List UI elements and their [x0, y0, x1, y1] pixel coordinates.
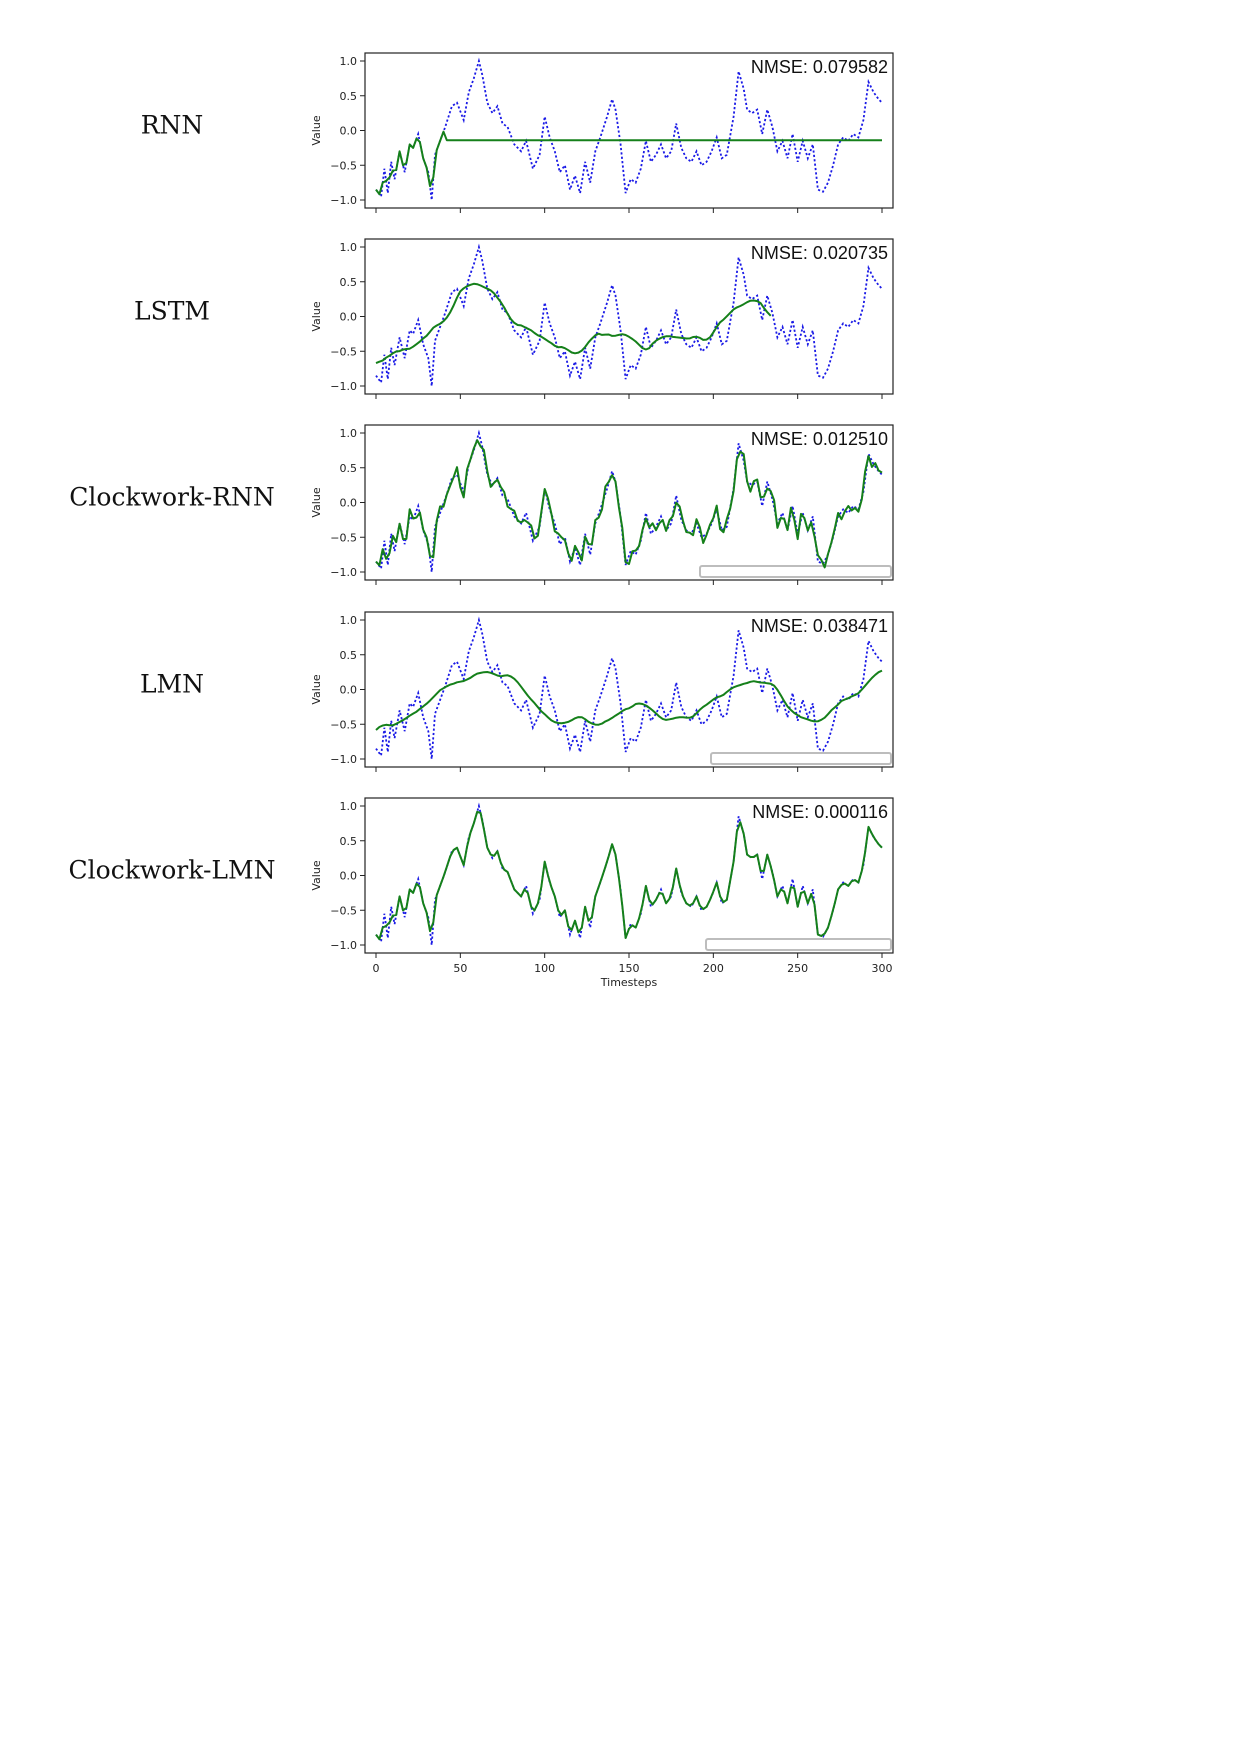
nmse-annotation: NMSE: 0.079582: [751, 57, 888, 77]
y-tick-label: 0.0: [340, 311, 358, 324]
y-tick-label: −0.5: [330, 904, 357, 917]
panel-4: LMN 1.0 0.5 0.0 −0.5 −1.0 Value NMSE: 0.038471: [140, 611, 894, 772]
y-axis-label: Value: [310, 487, 323, 517]
y-tick-label: 1.0: [340, 614, 358, 627]
y-tick-label: −1.0: [330, 566, 357, 579]
y-axis-label: Value: [310, 860, 323, 890]
y-tick-label: 0.0: [340, 125, 358, 138]
x-tick-label: 250: [787, 962, 808, 975]
x-tick-label: 200: [703, 962, 724, 975]
legend-box: [699, 565, 892, 578]
nmse-annotation: NMSE: 0.000116: [752, 802, 888, 822]
plot-frame: [364, 611, 894, 768]
y-tick-label: 1.0: [340, 800, 358, 813]
target-series-line: [375, 57, 883, 201]
y-axis-label: Value: [310, 115, 323, 145]
panel-3: Clockwork-RNN 1.0 0.5 0.0 −0.5 −1.0 Value NMSE:…: [69, 424, 894, 585]
x-tick-label: 0: [373, 962, 380, 975]
x-tick-label: 50: [453, 962, 467, 975]
nmse-annotation: NMSE: 0.012510: [751, 429, 888, 449]
y-tick-label: 0.0: [340, 497, 358, 510]
y-tick-label: −1.0: [330, 194, 357, 207]
y-tick-label: 0.5: [340, 835, 358, 848]
x-tick-label: 150: [619, 962, 640, 975]
panel-1: RNN 1.0 0.5 0.0 −0.5 −1.0 Value NMSE: 0.079582: [141, 52, 894, 213]
prediction-series-line: [375, 669, 883, 731]
prediction-series-line: [375, 130, 882, 196]
y-tick-label: 1.0: [340, 241, 358, 254]
y-tick-label: 0.5: [340, 276, 358, 289]
plot-frame: [364, 52, 894, 209]
model-label: RNN: [141, 111, 204, 140]
x-tick-label: 100: [534, 962, 555, 975]
prediction-series-line: [375, 282, 772, 365]
target-series-line: [375, 243, 883, 387]
y-axis-label: Value: [310, 674, 323, 704]
y-tick-label: −0.5: [330, 345, 357, 358]
model-label: LSTM: [134, 297, 210, 326]
legend-box: [710, 752, 892, 765]
y-tick-label: 1.0: [340, 55, 358, 68]
prediction-series-line: [375, 810, 883, 941]
y-tick-label: −0.5: [330, 159, 357, 172]
y-tick-label: 0.0: [340, 870, 358, 883]
y-tick-label: 0.5: [340, 649, 358, 662]
model-label: LMN: [140, 670, 204, 699]
panel-5: Clockwork-LMN 1.0 0.5 0.0 −0.5 −1.0 0 50 100 150 2…: [69, 797, 894, 989]
nmse-annotation: NMSE: 0.038471: [751, 616, 888, 636]
legend-box: [705, 938, 892, 951]
model-label: Clockwork-LMN: [69, 856, 276, 885]
y-tick-label: −0.5: [330, 718, 357, 731]
y-tick-label: 0.5: [340, 462, 358, 475]
y-tick-label: −1.0: [330, 380, 357, 393]
y-tick-label: 1.0: [340, 427, 358, 440]
x-tick-label: 300: [872, 962, 893, 975]
y-tick-label: −0.5: [330, 531, 357, 544]
panel-2: LSTM 1.0 0.5 0.0 −0.5 −1.0 Value NMSE: 0.020735: [134, 238, 894, 399]
y-axis-label: Value: [310, 301, 323, 331]
y-tick-label: −1.0: [330, 753, 357, 766]
plot-frame: [364, 238, 894, 395]
nmse-annotation: NMSE: 0.020735: [751, 243, 888, 263]
y-tick-label: 0.0: [340, 684, 358, 697]
y-tick-label: −1.0: [330, 939, 357, 952]
model-label: Clockwork-RNN: [69, 483, 274, 512]
prediction-series-line: [375, 439, 883, 569]
y-tick-label: 0.5: [340, 90, 358, 103]
x-axis-label: Timesteps: [600, 976, 658, 989]
